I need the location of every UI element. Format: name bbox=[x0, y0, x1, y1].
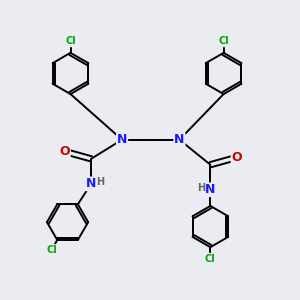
Text: O: O bbox=[232, 151, 242, 164]
Text: N: N bbox=[174, 133, 184, 146]
Text: N: N bbox=[205, 183, 215, 196]
Text: O: O bbox=[59, 145, 70, 158]
Text: N: N bbox=[86, 177, 96, 190]
Text: H: H bbox=[97, 177, 105, 188]
Text: Cl: Cl bbox=[65, 37, 76, 46]
Text: Cl: Cl bbox=[46, 245, 57, 255]
Text: H: H bbox=[197, 183, 205, 193]
Text: N: N bbox=[117, 133, 127, 146]
Text: Cl: Cl bbox=[205, 254, 216, 263]
Text: Cl: Cl bbox=[218, 37, 229, 46]
